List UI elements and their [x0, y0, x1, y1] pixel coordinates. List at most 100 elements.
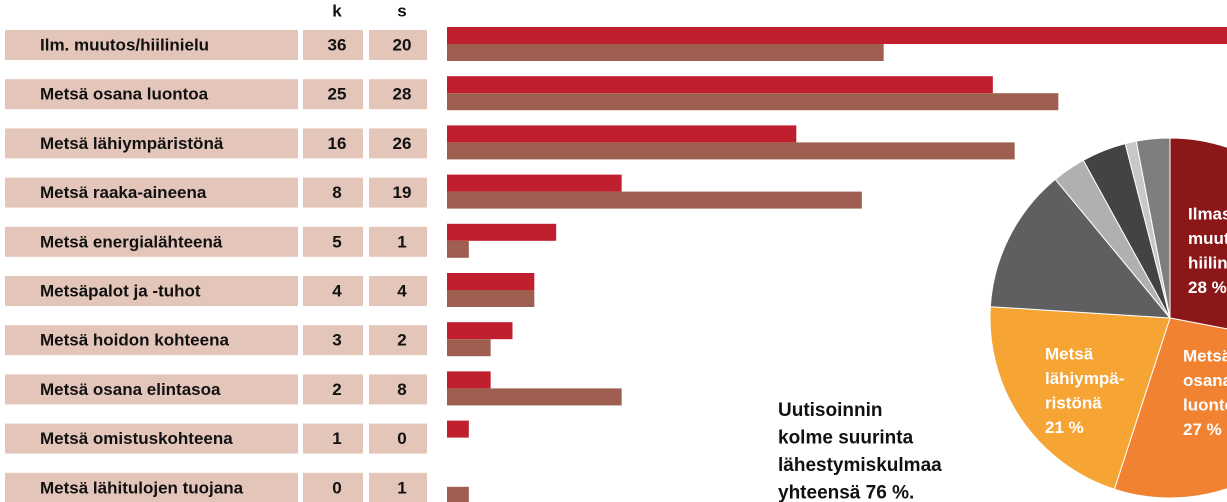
label-cell: [5, 79, 298, 110]
bar: [447, 125, 797, 143]
label-cell: [5, 325, 298, 356]
value-label: 0: [397, 429, 406, 448]
label-cell: [5, 177, 298, 208]
value-label: 20: [393, 35, 412, 54]
value-label: 1: [332, 429, 341, 448]
value-label: 28: [393, 85, 412, 104]
value-label: 1: [397, 232, 406, 251]
value-label: 19: [393, 183, 412, 202]
value-label: 0: [332, 478, 341, 497]
value-label: 8: [332, 183, 341, 202]
value-cell: [303, 128, 363, 159]
value-cell: [303, 226, 363, 257]
value-label: 16: [328, 134, 347, 153]
slice-label: luontoa: [1183, 395, 1227, 414]
label-cell: [5, 30, 298, 60]
slice-value-label: 28 %: [1188, 278, 1227, 297]
slice-label: Ilmasto-: [1188, 204, 1227, 223]
bar: [447, 174, 622, 192]
value-cell: [369, 276, 427, 306]
slice-label: muutos/: [1188, 229, 1227, 248]
value-cell: [303, 374, 363, 405]
value-label: 5: [332, 232, 341, 251]
value-cell: [303, 472, 363, 502]
bar: [447, 93, 1059, 111]
bar: [447, 486, 469, 502]
category-label: Metsä lähiympäristönä: [40, 134, 224, 153]
slice-label: lähiympä-: [1045, 369, 1124, 388]
annotation: lähestymiskulmaa: [778, 455, 942, 476]
category-label: Metsäpalot ja -tuhot: [40, 281, 201, 300]
pie-slice: [1169, 137, 1227, 330]
bar: [447, 142, 1015, 160]
bar: [447, 27, 1227, 44]
value-cell: [369, 30, 427, 60]
value-label: 4: [397, 281, 407, 300]
category-label: Metsä omistuskohteena: [40, 429, 233, 448]
label-cell: [5, 374, 298, 405]
label-cell: [5, 472, 298, 502]
slice-label: hiilinielu: [1188, 253, 1227, 272]
column-header: k: [332, 1, 342, 20]
slice-label: osana: [1183, 371, 1227, 390]
bar: [447, 420, 469, 438]
value-cell: [369, 177, 427, 208]
value-label: 25: [328, 85, 347, 104]
pie-slice: [989, 306, 1171, 490]
category-label: Metsä osana elintasoa: [40, 380, 221, 399]
value-cell: [369, 128, 427, 159]
label-cell: [5, 276, 298, 306]
bar: [447, 76, 993, 94]
value-label: 26: [393, 134, 412, 153]
value-label: 1: [397, 478, 406, 497]
annotation: kolme suurinta: [778, 428, 914, 449]
label-cell: [5, 128, 298, 159]
category-label: Metsä lähitulojen tuojana: [40, 478, 244, 497]
value-cell: [369, 423, 427, 454]
label-cell: [5, 226, 298, 257]
value-cell: [369, 472, 427, 502]
value-cell: [303, 79, 363, 110]
value-label: 4: [332, 281, 342, 300]
value-cell: [303, 325, 363, 356]
value-label: 36: [328, 35, 347, 54]
value-cell: [303, 177, 363, 208]
category-label: Metsä hoidon kohteena: [40, 331, 229, 350]
bar: [447, 223, 557, 241]
value-label: 3: [332, 331, 341, 350]
pie-slice: [1135, 137, 1171, 319]
value-label: 2: [397, 331, 406, 350]
value-label: 8: [397, 380, 406, 399]
bar: [447, 44, 884, 61]
label-cell: [5, 423, 298, 454]
value-cell: [303, 276, 363, 306]
value-cell: [303, 30, 363, 60]
bar: [447, 240, 469, 258]
value-cell: [369, 79, 427, 110]
annotation: Uutisoinnin: [778, 400, 882, 421]
category-label: Ilm. muutos/hiilinielu: [40, 35, 209, 54]
annotation: yhteensä 76 %.: [778, 483, 914, 502]
category-label: Metsä energialähteenä: [40, 232, 223, 251]
slice-label: Metsä: [1183, 346, 1227, 365]
slice-value-label: 21 %: [1045, 418, 1084, 437]
category-label: Metsä osana luontoa: [40, 85, 209, 104]
value-label: 2: [332, 380, 341, 399]
pie-slice: [1113, 317, 1227, 499]
column-header: s: [397, 1, 406, 20]
pie-slice: [989, 178, 1172, 319]
slice-label: ristönä: [1045, 393, 1102, 412]
bar: [447, 371, 491, 389]
value-cell: [303, 423, 363, 454]
value-cell: [369, 374, 427, 405]
bar: [447, 290, 535, 307]
bar: [447, 191, 862, 209]
slice-value-label: 27 %: [1183, 420, 1222, 439]
slice-label: Metsä: [1045, 344, 1094, 363]
value-cell: [369, 226, 427, 257]
value-cell: [369, 325, 427, 356]
bar: [447, 273, 535, 290]
bar: [447, 388, 622, 406]
category-label: Metsä raaka-aineena: [40, 183, 207, 202]
